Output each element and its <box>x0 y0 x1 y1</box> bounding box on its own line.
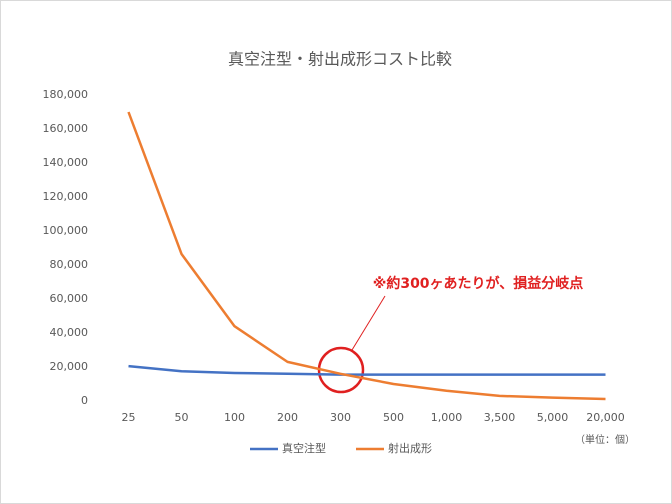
y-tick-label: 0 <box>81 394 88 407</box>
x-tick-label: 500 <box>383 411 404 424</box>
x-tick-label: 25 <box>122 411 136 424</box>
y-tick-label: 120,000 <box>43 190 89 203</box>
y-tick-label: 60,000 <box>50 292 89 305</box>
legend-label: 射出成形 <box>388 441 432 455</box>
y-tick-label: 40,000 <box>50 326 89 339</box>
y-tick-label: 160,000 <box>43 122 89 135</box>
x-tick-label: 1,000 <box>431 411 463 424</box>
unit-label: （単位：個） <box>575 433 635 446</box>
y-tick-label: 140,000 <box>43 156 89 169</box>
y-tick-label: 20,000 <box>50 360 89 373</box>
y-tick-label: 180,000 <box>43 88 89 101</box>
x-tick-label: 20,000 <box>586 411 625 424</box>
annotation: ※約300ヶあたりが、損益分岐点 <box>373 275 584 292</box>
x-tick-label: 50 <box>175 411 189 424</box>
chart-title: 真空注型・射出成形コスト比較 <box>228 50 452 69</box>
line-series <box>127 111 606 401</box>
annotation-leader <box>351 295 386 351</box>
line-series <box>128 364 606 376</box>
x-tick-label: 100 <box>224 411 245 424</box>
y-tick-label: 80,000 <box>50 258 89 271</box>
x-tick-label: 5,000 <box>537 411 569 424</box>
y-tick-label: 100,000 <box>43 224 89 237</box>
x-tick-label: 300 <box>330 411 351 424</box>
x-tick-label: 3,500 <box>484 411 516 424</box>
x-tick-label: 200 <box>277 411 298 424</box>
legend-label: 真空注型 <box>282 441 326 455</box>
